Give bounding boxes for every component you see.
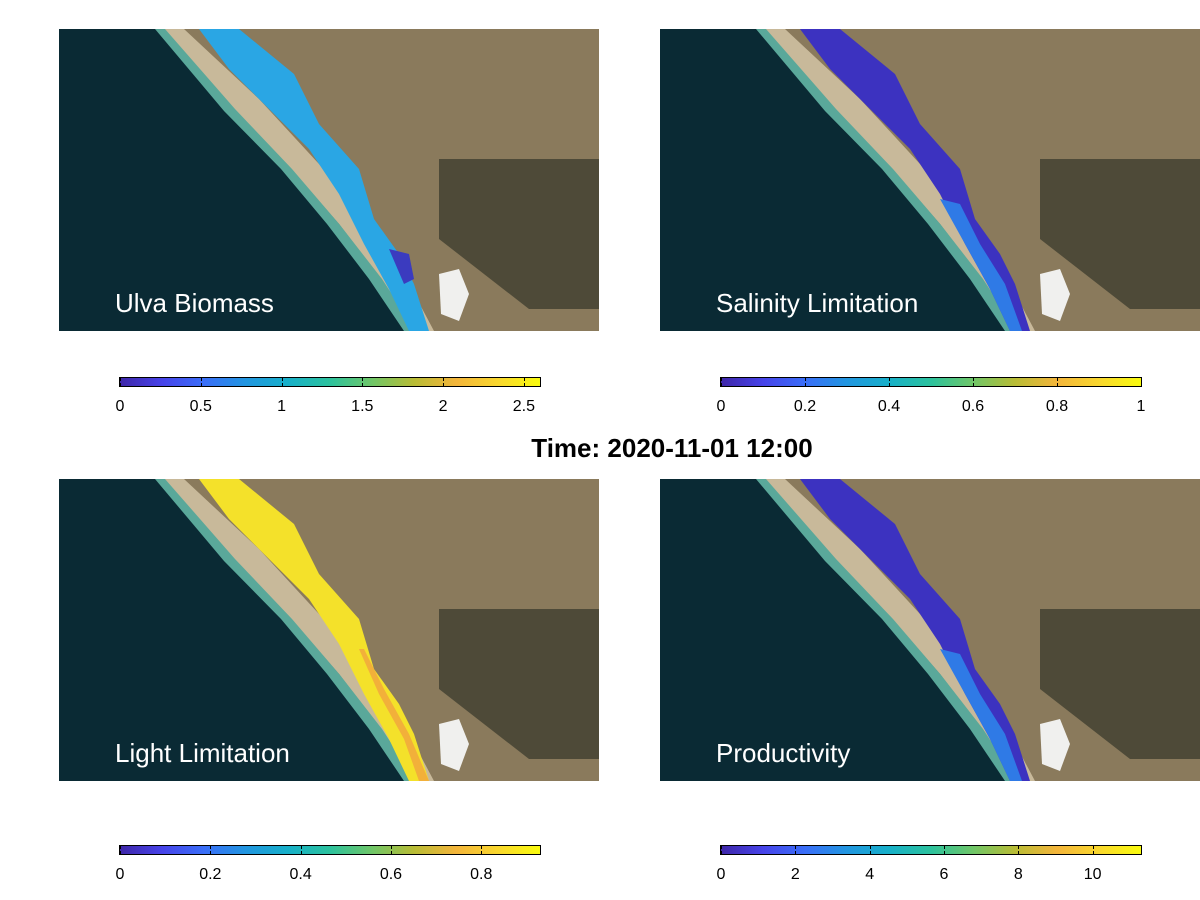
- colorbar-tick: [1092, 851, 1094, 854]
- colorbar-tick: [481, 851, 483, 854]
- colorbar-tick-label: 1.5: [351, 398, 374, 415]
- overlay-edge: [359, 649, 429, 781]
- colorbar-tick: [721, 846, 722, 849]
- colorbar-tick: [390, 851, 392, 854]
- colorbar-productivity: 0 2 4 6 8 10: [717, 845, 1142, 883]
- colorbar-tick: [973, 383, 974, 386]
- panel-title: Salinity Limitation: [716, 288, 919, 318]
- colorbar-tick-label: 0: [115, 398, 125, 415]
- colorbar-tick-label: 2: [438, 398, 448, 415]
- colorbar-tick: [721, 383, 722, 386]
- colorbar-light-limitation: 0 0.2 0.4 0.6 0.8: [116, 845, 541, 883]
- colorbar-tick-label: 0: [115, 866, 125, 883]
- colorbar-tick-label: 0: [716, 866, 726, 883]
- map-panel-light-limitation: Light Limitation: [59, 479, 599, 781]
- colorbar-tick: [1057, 378, 1058, 381]
- colorbar-tick: [1092, 846, 1094, 849]
- colorbar-tick-label: 6: [939, 866, 949, 883]
- colorbar-tick: [1018, 851, 1020, 854]
- colorbar-tick: [281, 378, 283, 381]
- colorbar-tick: [1141, 378, 1142, 381]
- colorbar-tick-label: 0.2: [199, 866, 222, 883]
- colorbar-tick: [523, 378, 525, 381]
- overlay-main: [199, 479, 429, 781]
- colorbar-tick: [210, 846, 212, 849]
- colorbar-tick: [889, 383, 890, 386]
- colorbar-tick: [1018, 846, 1020, 849]
- colorbar-tick: [120, 378, 121, 381]
- map-panel-salinity-limitation: Salinity Limitation: [660, 29, 1200, 331]
- colorbar-tick: [869, 851, 871, 854]
- colorbar-tick-label: 2.5: [512, 398, 535, 415]
- colorbar-tick: [721, 851, 722, 854]
- overlay-edge: [389, 249, 414, 284]
- colorbar-tick: [869, 846, 871, 849]
- overlay-main: [199, 29, 429, 331]
- colorbar-tick: [281, 383, 283, 386]
- panel-title: Light Limitation: [115, 738, 290, 768]
- colorbar-tick: [889, 378, 890, 381]
- colorbar-tick-label: 0.5: [189, 398, 212, 415]
- map-panel-productivity: Productivity: [660, 479, 1200, 781]
- colorbar-tick: [1141, 383, 1142, 386]
- colorbar-tick: [944, 846, 945, 849]
- panel-title: Ulva Biomass: [115, 288, 274, 318]
- map-panel-ulva-biomass: Ulva Biomass: [59, 29, 599, 331]
- satellite-map: [59, 479, 599, 781]
- colorbar-tick: [443, 378, 445, 381]
- colorbar-tick: [443, 383, 445, 386]
- colorbar-tick: [210, 851, 212, 854]
- colorbar-tick-label: 1: [277, 398, 286, 415]
- colorbar-tick-label: 0.8: [470, 866, 493, 883]
- colorbar-tick: [973, 378, 974, 381]
- colorbar-tick: [721, 378, 722, 381]
- colorbar-tick: [300, 851, 302, 854]
- colorbar-tick-label: 0.8: [1045, 398, 1069, 415]
- overlay-edge: [940, 649, 1022, 781]
- colorbar-tick: [120, 851, 121, 854]
- satellite-map: [660, 479, 1200, 781]
- colorbar-tick-label: 0.4: [289, 866, 312, 883]
- colorbar-tick-label: 0.6: [379, 866, 403, 883]
- colorbar-tick-label: 2: [790, 866, 800, 883]
- colorbar-tick: [200, 378, 202, 381]
- colorbar-tick: [481, 846, 483, 849]
- satellite-map: [59, 29, 599, 331]
- colorbar-tick: [390, 846, 392, 849]
- colorbar-tick-label: 4: [865, 866, 875, 883]
- colorbar-tick-label: 0: [716, 398, 726, 415]
- colorbar-tick-label: 0.4: [877, 398, 901, 415]
- colorbar-tick: [805, 378, 806, 381]
- colorbar-tick: [200, 383, 202, 386]
- colorbar-tick: [362, 378, 364, 381]
- colorbar-tick: [300, 846, 302, 849]
- colorbar-tick: [362, 383, 364, 386]
- colorbar-tick: [795, 846, 797, 849]
- figure-time-title: Time: 2020-11-01 12:00: [531, 433, 813, 463]
- colorbar-tick: [120, 846, 121, 849]
- overlay-edge: [940, 199, 1022, 331]
- colorbar-tick: [523, 383, 525, 386]
- colorbar-tick-label: 0.6: [961, 398, 985, 415]
- colorbar-tick-label: 1: [1136, 398, 1146, 415]
- colorbar-tick-label: 8: [1013, 866, 1023, 883]
- colorbar-tick: [805, 383, 806, 386]
- colorbar-tick: [120, 383, 121, 386]
- colorbar-tick: [795, 851, 797, 854]
- colorbar-tick-label: 0.2: [793, 398, 817, 415]
- colorbar-tick: [944, 851, 945, 854]
- colorbar-salinity-limitation: 0 0.2 0.4 0.6 0.8 1: [717, 377, 1145, 415]
- panel-title: Productivity: [716, 738, 851, 768]
- satellite-map: [660, 29, 1200, 331]
- colorbar-tick: [1057, 383, 1058, 386]
- colorbar-tick-label: 10: [1083, 866, 1102, 883]
- colorbar-ulva-biomass: 0 0.5 1 1.5 2 2.5: [116, 377, 541, 415]
